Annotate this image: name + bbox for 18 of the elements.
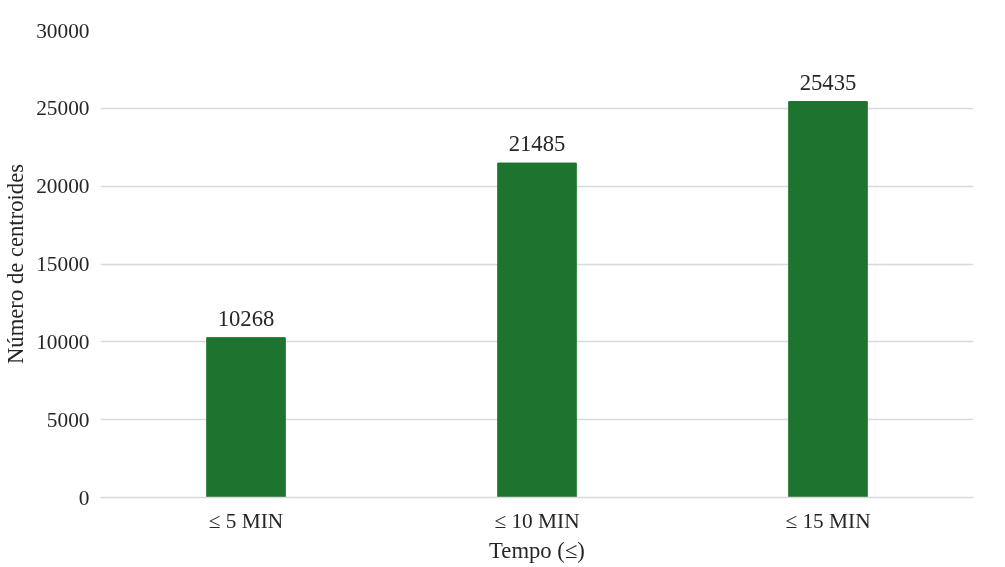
x-tick-label: ≤ 15 MIN: [785, 508, 871, 533]
bar: [497, 162, 577, 498]
y-tick-label: 20000: [36, 174, 90, 199]
x-axis-title: Tempo (≤): [489, 537, 585, 563]
y-tick-label: 25000: [36, 96, 90, 121]
data-label: 10268: [217, 305, 275, 331]
y-tick-label: 15000: [36, 252, 90, 276]
y-axis-title: Número de centroides: [3, 163, 29, 365]
data-label: 21485: [508, 131, 566, 157]
y-tick-label: 0: [78, 485, 90, 510]
y-tick-label: 30000: [36, 18, 90, 43]
x-tick-label: ≤ 10 MIN: [494, 508, 580, 533]
x-tick-label: ≤ 5 MIN: [208, 508, 284, 533]
y-tick-label: 5000: [46, 407, 90, 432]
bar: [788, 101, 868, 498]
bar: [206, 337, 286, 498]
y-tick-label: 10000: [36, 329, 90, 354]
data-label: 25435: [799, 69, 857, 95]
